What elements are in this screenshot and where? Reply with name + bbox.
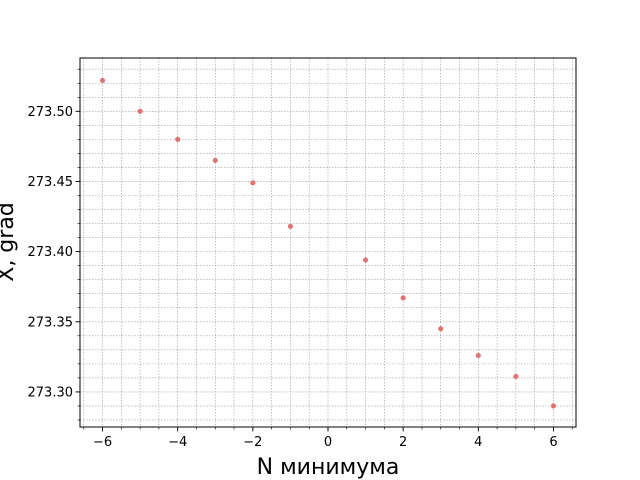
y-axis-label: X, grad	[0, 202, 19, 282]
x-tick-label: 2	[399, 435, 407, 450]
data-point	[475, 352, 481, 359]
y-tick-label: 273.40	[28, 245, 74, 260]
data-point	[287, 223, 294, 229]
x-tick-label: 6	[549, 435, 557, 450]
x-tick-label: −2	[243, 435, 262, 450]
data-point	[175, 136, 181, 142]
x-tick-label: −6	[93, 435, 112, 450]
x-tick-label: 0	[324, 435, 332, 450]
y-tick-label: 273.50	[28, 105, 74, 120]
data-point	[250, 180, 256, 186]
y-tick-label: 273.35	[28, 315, 74, 330]
grid	[80, 58, 576, 427]
data-point	[99, 77, 106, 84]
data-point	[212, 157, 218, 164]
y-tick-label: 273.45	[28, 175, 74, 190]
data-point	[438, 326, 444, 332]
data-point	[400, 295, 406, 301]
data-point	[550, 403, 557, 409]
axis-ticks: −6 −4 −2 0 2 4 6 273.30 273.35 273.40 273.45 273.50	[28, 68, 573, 450]
x-tick-label: −4	[168, 435, 187, 450]
x-tick-label: 4	[474, 435, 482, 450]
y-tick-label: 273.30	[28, 385, 74, 400]
data-points	[99, 77, 557, 409]
x-axis-label: N минимума	[257, 455, 400, 480]
data-point	[513, 373, 519, 380]
data-point	[362, 257, 369, 263]
data-point	[137, 108, 143, 114]
